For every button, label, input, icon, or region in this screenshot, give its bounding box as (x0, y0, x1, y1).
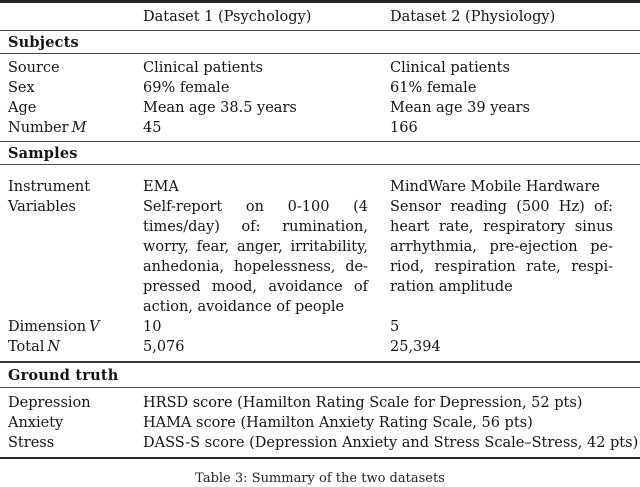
variables-line: arrhythmia, pre-ejection pe- (390, 239, 613, 256)
table-row-sex: Sex 69% female 61% female (0, 78, 640, 98)
row-label: Source (8, 59, 60, 76)
table-row-age: Age Mean age 38.5 years Mean age 39 year… (0, 98, 640, 118)
bottom-rule (0, 456, 640, 460)
variables-line: ration amplitude (390, 279, 513, 296)
row-label: Anxiety (8, 414, 64, 431)
table-row-total: Total N 5,076 25,394 (0, 337, 640, 357)
top-rule (0, 0, 640, 3)
row-label: Variables (8, 199, 76, 216)
rule-below-samples-title (0, 164, 640, 166)
variables-line: anhedonia, hopelessness, de- (143, 259, 368, 276)
rule-above-groundtruth-title (0, 361, 640, 363)
table-row-source: Source Clinical patients Clinical patien… (0, 58, 640, 78)
cell-dataset2-variables: Sensor reading (500 Hz) of: heart rate, … (390, 197, 613, 317)
row-label: Stress (8, 434, 55, 451)
cell-dataset1: Mean age 38.5 years (143, 99, 297, 116)
section-title-ground-truth: Ground truth (8, 366, 119, 384)
table-row-stress: Stress DASS-S score (Depression Anxiety … (0, 433, 640, 453)
cell-dataset1: Clinical patients (143, 59, 263, 76)
section-title-subjects: Subjects (8, 33, 79, 51)
cell-dataset2: 166 (390, 119, 418, 136)
cell-dataset1: EMA (143, 179, 179, 196)
cell-dataset2: 61% female (390, 79, 477, 96)
cell-value: HAMA score (Hamilton Anxiety Rating Scal… (143, 414, 533, 431)
rule-above-samples-title (0, 140, 640, 143)
subjects-block: Source Clinical patients Clinical patien… (0, 54, 640, 141)
math-var-M: M (71, 119, 87, 136)
table-row-depression: Depression HRSD score (Hamilton Rating S… (0, 393, 640, 413)
row-label: Instrument (8, 179, 91, 196)
cell-dataset2: 5 (390, 319, 400, 336)
row-label: Dimension V (8, 319, 100, 336)
rule-below-header (0, 29, 640, 31)
cell-dataset2: Clinical patients (390, 59, 510, 76)
row-label: Number M (8, 119, 87, 136)
variables-line: Self-report on 0-100 (4 (143, 199, 368, 216)
column-header-dataset1: Dataset 1 (Psychology) (143, 8, 312, 25)
cell-value: DASS-S score (Depression Anxiety and Str… (143, 434, 639, 451)
cell-dataset2: Mean age 39 years (390, 99, 530, 116)
table-row-anxiety: Anxiety HAMA score (Hamilton Anxiety Rat… (0, 413, 640, 433)
column-header-row: Dataset 1 (Psychology) Dataset 2 (Physio… (0, 4, 640, 30)
section-title-samples: Samples (8, 145, 78, 163)
table-row-dimension: Dimension V 10 5 (0, 317, 640, 337)
table-row-variables: Variables Self-report on 0-100 (4 times/… (0, 197, 640, 317)
math-var-N: N (47, 339, 61, 356)
cell-dataset1: 10 (143, 319, 162, 336)
cell-dataset1-variables: Self-report on 0-100 (4 times/day) of: r… (143, 197, 368, 317)
rule-below-groundtruth-title (0, 386, 640, 388)
variables-line: heart rate, respiratory sinus (390, 219, 613, 236)
table-row-instrument: Instrument EMA MindWare Mobile Hardware (0, 177, 640, 197)
row-label: Total N (8, 339, 61, 356)
table-caption: Table 3: Summary of the two datasets (195, 471, 445, 487)
cell-value: HRSD score (Hamilton Rating Scale for De… (143, 394, 583, 411)
cell-dataset1: 5,076 (143, 339, 185, 356)
cell-dataset1: 45 (143, 119, 162, 136)
cell-dataset2: 25,394 (390, 339, 441, 356)
samples-block: Instrument EMA MindWare Mobile Hardware … (0, 165, 640, 361)
math-var-V: V (89, 319, 100, 336)
variables-line: worry, fear, anger, irritability, (143, 239, 368, 256)
column-header-dataset2: Dataset 2 (Physiology) (390, 8, 556, 25)
cell-dataset2: MindWare Mobile Hardware (390, 179, 600, 196)
variables-line: riod, respiration rate, respi- (390, 259, 613, 276)
variables-line: times/day) of: rumination, (143, 219, 368, 236)
variables-line: Sensor reading (500 Hz) of: (390, 199, 613, 216)
row-label: Depression (8, 394, 91, 411)
rule-below-subjects-title (0, 52, 640, 54)
table-row-number: Number M 45 166 (0, 118, 640, 138)
ground-truth-block: Depression HRSD score (Hamilton Rating S… (0, 388, 640, 457)
variables-line: pressed mood, avoidance of (143, 279, 368, 296)
row-label: Sex (8, 79, 35, 96)
row-label: Age (8, 99, 37, 116)
variables-line: action, avoidance of people (143, 299, 345, 316)
cell-dataset1: 69% female (143, 79, 230, 96)
